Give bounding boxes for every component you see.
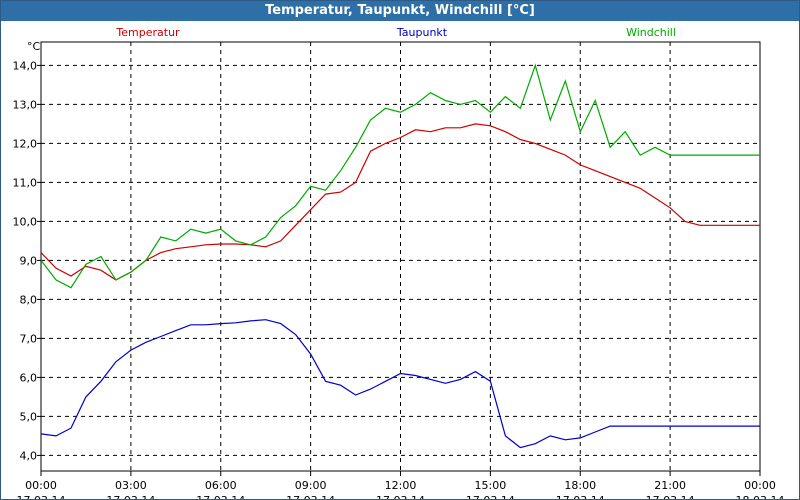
y-tick-label: 6,0 <box>20 371 38 384</box>
x-tick-date: 17.03.14 <box>376 494 425 499</box>
series-line-windchill <box>40 63 760 289</box>
x-tick-date: 17.03.14 <box>17 494 66 499</box>
legend-windchill: Windchill <box>626 26 676 39</box>
line-chart: °C Temperatur Taupunkt Windchill 14,0 13,… <box>13 26 785 499</box>
x-tick-time: 00:00 <box>744 479 776 492</box>
x-tick-date: 17.03.14 <box>646 494 695 499</box>
y-tick-label: 11,0 <box>13 176 38 189</box>
grid-lines <box>37 41 761 476</box>
series-line-taupunkt <box>40 319 760 449</box>
x-tick-time: 03:00 <box>115 479 147 492</box>
series-line-temperatur <box>40 123 760 281</box>
legend-temperatur: Temperatur <box>115 26 180 39</box>
y-tick-label: 12,0 <box>13 137 38 150</box>
y-tick-label: 10,0 <box>13 215 38 228</box>
x-tick-date: 17.03.14 <box>286 494 335 499</box>
y-tick-label: 4,0 <box>20 449 38 462</box>
x-tick-time: 09:00 <box>295 479 327 492</box>
y-tick-label: 14,0 <box>13 59 38 72</box>
x-tick-date: 17.03.14 <box>196 494 245 499</box>
y-axis-label: °C <box>27 40 41 53</box>
y-tick-label: 5,0 <box>20 410 38 423</box>
x-tick-time: 15:00 <box>475 479 507 492</box>
x-tick-time: 00:00 <box>25 479 57 492</box>
x-tick-date: 18.03.14 <box>736 494 785 499</box>
x-tick-date: 17.03.14 <box>556 494 605 499</box>
x-tick-time: 21:00 <box>654 479 686 492</box>
x-tick-time: 18:00 <box>564 479 596 492</box>
y-tick-label: 9,0 <box>20 254 38 267</box>
y-tick-label: 7,0 <box>20 332 38 345</box>
x-tick-time: 06:00 <box>205 479 237 492</box>
x-tick-time: 12:00 <box>385 479 417 492</box>
y-tick-label: 13,0 <box>13 98 38 111</box>
legend-taupunkt: Taupunkt <box>396 26 448 39</box>
x-tick-date: 17.03.14 <box>106 494 155 499</box>
y-tick-label: 8,0 <box>20 293 38 306</box>
window-title: Temperatur, Taupunkt, Windchill [°C] <box>1 1 799 21</box>
x-tick-date: 17.03.14 <box>466 494 515 499</box>
